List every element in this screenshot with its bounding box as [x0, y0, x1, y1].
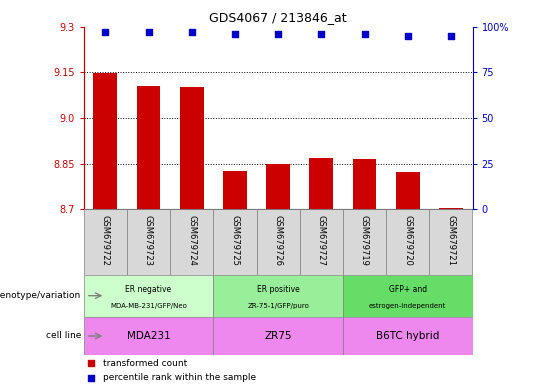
Text: ZR75: ZR75 [265, 331, 292, 341]
Text: GSM679720: GSM679720 [403, 215, 412, 265]
Bar [223, 170, 247, 209]
Text: MDA-MB-231/GFP/Neo: MDA-MB-231/GFP/Neo [110, 303, 187, 309]
Bar [84, 317, 213, 355]
Text: cell line: cell line [45, 331, 81, 341]
Point [231, 31, 239, 37]
Bar [343, 209, 386, 275]
Text: GSM679721: GSM679721 [447, 215, 455, 265]
Text: MDA231: MDA231 [126, 331, 171, 341]
Text: GSM679724: GSM679724 [187, 215, 196, 265]
Bar [429, 209, 472, 275]
Bar [353, 159, 376, 209]
Text: genotype/variation: genotype/variation [0, 291, 81, 300]
Bar [396, 172, 420, 209]
Point [101, 29, 110, 35]
Text: GSM679725: GSM679725 [231, 215, 239, 265]
Bar [343, 317, 472, 355]
Point [87, 375, 96, 381]
Text: ER positive: ER positive [256, 285, 300, 294]
Text: percentile rank within the sample: percentile rank within the sample [103, 373, 256, 382]
Point [403, 33, 412, 39]
Bar [137, 86, 160, 209]
Point [447, 33, 455, 39]
Text: GSM679722: GSM679722 [101, 215, 110, 265]
Text: ZR-75-1/GFP/puro: ZR-75-1/GFP/puro [247, 303, 309, 309]
Point [274, 31, 282, 37]
Text: ER negative: ER negative [125, 285, 172, 294]
Bar [256, 209, 300, 275]
Text: estrogen-independent: estrogen-independent [369, 303, 447, 309]
Title: GDS4067 / 213846_at: GDS4067 / 213846_at [210, 11, 347, 24]
Point [187, 29, 196, 35]
Text: GSM679723: GSM679723 [144, 215, 153, 265]
Bar [127, 209, 170, 275]
Bar [300, 209, 343, 275]
Bar [180, 87, 204, 209]
Bar [343, 275, 472, 317]
Bar [213, 275, 343, 317]
Bar [386, 209, 429, 275]
Point [317, 31, 326, 37]
Point [360, 31, 369, 37]
Bar [170, 209, 213, 275]
Bar [84, 209, 127, 275]
Text: GSM679726: GSM679726 [274, 215, 282, 265]
Point [144, 29, 153, 35]
Bar [309, 158, 333, 209]
Text: B6TC hybrid: B6TC hybrid [376, 331, 440, 341]
Bar [213, 317, 343, 355]
Text: GSM679719: GSM679719 [360, 215, 369, 265]
Bar [84, 275, 213, 317]
Bar [266, 164, 290, 209]
Text: transformed count: transformed count [103, 359, 187, 368]
Text: GSM679727: GSM679727 [317, 215, 326, 265]
Bar [213, 209, 256, 275]
Bar [93, 73, 117, 209]
Text: GFP+ and: GFP+ and [389, 285, 427, 294]
Point [87, 360, 96, 366]
